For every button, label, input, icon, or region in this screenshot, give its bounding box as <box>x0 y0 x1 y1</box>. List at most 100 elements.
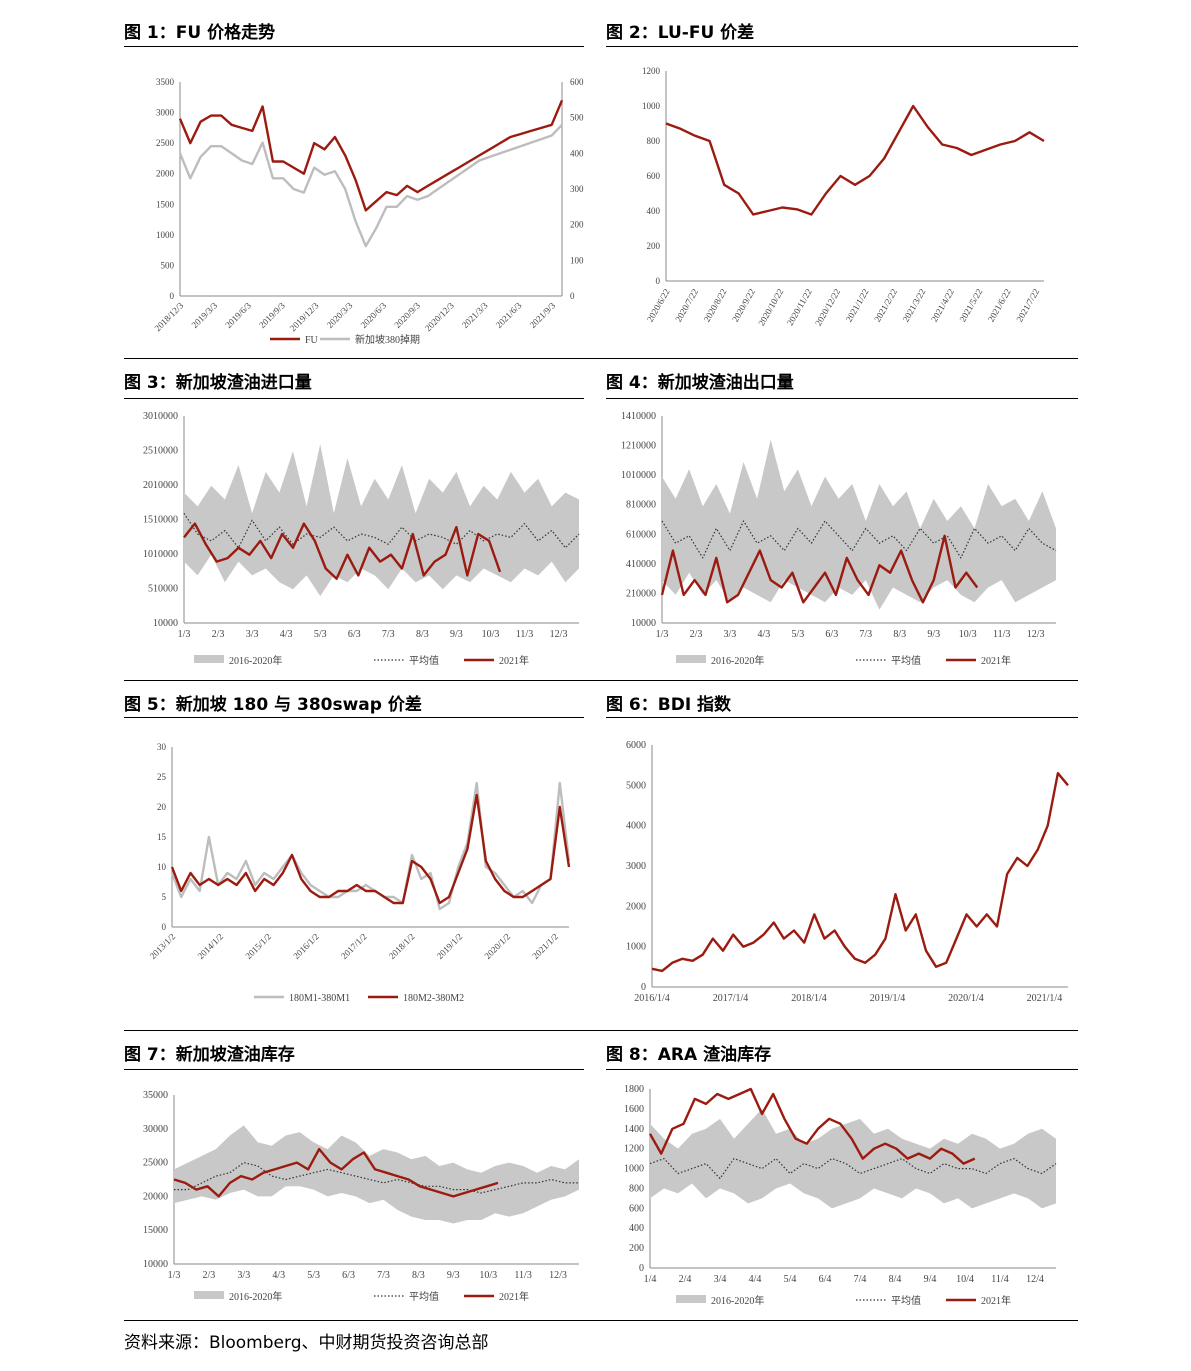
y-tick-label: 1000 <box>642 101 661 111</box>
y-tick-label: 3000 <box>156 108 175 118</box>
y-tick-label: 400 <box>629 1223 644 1234</box>
y-tick-label: 600 <box>629 1203 644 1214</box>
y-tick-label: 1400 <box>624 1124 644 1135</box>
x-tick-label: 2018/1/4 <box>791 993 827 1004</box>
chart-panel-4: 图 4：新加坡渣油出口量 10000 210000 410000 610000 8100… <box>606 368 1078 673</box>
legend-swatch <box>194 655 224 663</box>
x-tick-label: 1/3 <box>168 1270 181 1281</box>
x-tick-label: 2019/1/4 <box>870 993 906 1004</box>
series-line <box>649 1158 1057 1180</box>
x-tick-label: 2019/1/2 <box>435 931 465 961</box>
x-tick-label: 5/3 <box>791 629 804 640</box>
chart-panel-7: 图 7：新加坡渣油库存 10000 15000 20000 25000 30000 350… <box>124 1040 584 1316</box>
legend-label: 2021年 <box>981 654 1011 667</box>
x-tick-label: 2020/3/3 <box>325 300 355 330</box>
y-tick-label: 200 <box>629 1243 644 1254</box>
legend-label: 平均值 <box>409 1290 439 1303</box>
legend-label: 平均值 <box>891 654 921 667</box>
series-line <box>174 1162 579 1194</box>
x-tick-label: 2021/3/3 <box>460 300 490 330</box>
row-rule <box>124 358 1078 359</box>
chart-panel-1: 图 1：FU 价格走势 0 500 1000 1500 2000 2500 3000 3500… <box>124 18 584 346</box>
x-tick-label: 8/3 <box>412 1270 425 1281</box>
x-tick-label: 5/4 <box>784 1274 797 1285</box>
y-tick-label: 800 <box>629 1183 644 1194</box>
y-tick-label: 2500 <box>156 138 175 148</box>
x-tick-label: 2021/5/22 <box>957 287 984 324</box>
y-tick-label: 6000 <box>626 740 646 751</box>
x-tick-label: 2021/7/22 <box>1014 287 1041 324</box>
x-tick-label: 2020/9/22 <box>730 287 757 324</box>
series-line <box>660 534 979 604</box>
x-tick-label: 2019/12/3 <box>288 300 321 333</box>
y-tick-label: 1010000 <box>621 470 656 481</box>
y-tick-label: 0 <box>162 922 167 932</box>
y-tick-label: 2510000 <box>143 446 178 457</box>
x-tick-label: 6/4 <box>819 1274 832 1285</box>
title-rule <box>124 717 584 718</box>
x-tick-label: 12/3 <box>1027 629 1045 640</box>
range-band <box>662 439 1056 610</box>
x-tick-label: 2020/6/3 <box>359 300 389 330</box>
series-line <box>651 772 1069 973</box>
x-tick-label: 10/4 <box>956 1274 974 1285</box>
y-tick-label: 0 <box>639 1263 644 1274</box>
chart-svg: 0 5 10 15 20 25 30 2013/1/2 2014/1/2 2015/1/2 2016… <box>148 742 571 1004</box>
series-line <box>170 793 571 905</box>
y-tick-label: 10000 <box>631 618 656 629</box>
x-tick-label: 2021/9/3 <box>528 300 558 330</box>
y-tick-label: 2010000 <box>143 480 178 491</box>
x-tick-label: 2021/6/22 <box>986 287 1013 324</box>
x-tick-label: 2020/12/3 <box>423 300 456 333</box>
y2-tick-label: 600 <box>570 77 584 87</box>
chart-title: 图 6：BDI 指数 <box>606 695 732 715</box>
x-tick-label: 2020/9/3 <box>392 300 422 330</box>
y-tick-label: 20 <box>157 802 167 812</box>
legend-swatch <box>676 655 706 663</box>
y-tick-label: 35000 <box>143 1090 168 1101</box>
x-tick-label: 2017/1/2 <box>339 931 369 961</box>
x-tick-label: 2020/7/22 <box>673 287 700 324</box>
x-tick-label: 8/3 <box>416 629 429 640</box>
y-tick-label: 1210000 <box>621 441 656 452</box>
x-tick-label: 2018/1/2 <box>387 931 417 961</box>
x-tick-label: 5/3 <box>314 629 327 640</box>
chart-svg: 10000 15000 20000 25000 30000 35000 1/3 2/3 3/3 4… <box>143 1090 579 1303</box>
x-tick-label: 4/3 <box>272 1270 285 1281</box>
y-tick-label: 610000 <box>626 529 656 540</box>
series-line <box>648 1087 976 1165</box>
row-rule <box>124 1320 1078 1321</box>
y2-tick-label: 200 <box>570 220 584 230</box>
x-tick-label: 12/3 <box>550 629 568 640</box>
x-tick-label: 6/3 <box>342 1270 355 1281</box>
chart-panel-8: 图 8：ARA 渣油库存 0 200 400 600 800 1000 1200 1400 16… <box>606 1040 1078 1316</box>
y-tick-label: 25 <box>157 772 167 782</box>
range-band <box>650 1108 1056 1209</box>
chart-panel-3: 图 3：新加坡渣油进口量 10000 510000 1010000 1510000 20… <box>124 368 584 673</box>
chart-panel-2: 图 2：LU-FU 价差 0 200 400 600 800 1000 1200 2020/6… <box>606 18 1078 346</box>
x-tick-label: 2/3 <box>203 1270 216 1281</box>
y-tick-label: 4000 <box>626 821 646 832</box>
y-tick-label: 810000 <box>626 500 656 511</box>
x-tick-label: 2/4 <box>679 1274 692 1285</box>
legend-label: 180M1-380M1 <box>289 993 350 1004</box>
y-tick-label: 2000 <box>156 169 175 179</box>
y-tick-label: 2000 <box>626 901 646 912</box>
x-tick-label: 2020/12/22 <box>813 287 842 328</box>
x-tick-label: 9/3 <box>447 1270 460 1281</box>
x-tick-label: 2021/2/22 <box>872 287 899 324</box>
x-tick-label: 2015/1/2 <box>243 931 273 961</box>
y-tick-label: 30000 <box>143 1124 168 1135</box>
title-rule <box>124 398 584 399</box>
x-tick-label: 10/3 <box>959 629 977 640</box>
range-band <box>184 444 579 597</box>
x-tick-label: 10/3 <box>479 1270 497 1281</box>
y-tick-label: 1200 <box>624 1144 644 1155</box>
x-tick-label: 7/3 <box>382 629 395 640</box>
x-tick-label: 3/3 <box>246 629 259 640</box>
x-tick-label: 9/3 <box>927 629 940 640</box>
y-tick-label: 1000 <box>156 230 175 240</box>
x-tick-label: 2021/1/4 <box>1027 993 1063 1004</box>
x-tick-label: 11/3 <box>514 1270 531 1281</box>
y-tick-label: 5000 <box>626 780 646 791</box>
